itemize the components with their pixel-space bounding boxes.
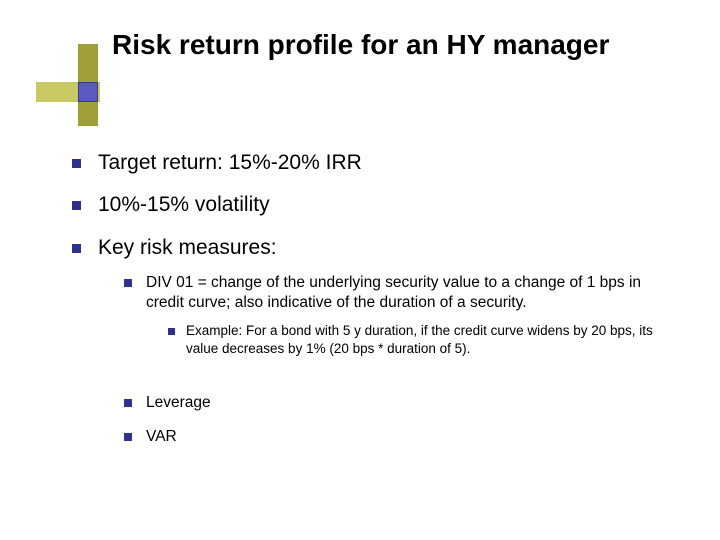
bullet-text: DIV 01 = change of the underlying securi… [146,274,641,311]
corner-square [78,82,98,102]
bullet-text: Example: For a bond with 5 y duration, i… [186,323,653,355]
corner-decoration [36,44,108,134]
bullet-list-level1: Target return: 15%-20% IRR 10%-15% volat… [72,150,672,447]
corner-bar-horizontal [36,82,100,102]
bullet-text: Leverage [146,394,211,411]
slide: Risk return profile for an HY manager Ta… [0,0,720,540]
bullet-item: Example: For a bond with 5 y duration, i… [168,322,672,357]
bullet-item: DIV 01 = change of the underlying securi… [124,273,672,379]
corner-bar-vertical [78,44,98,126]
spacer [146,369,672,379]
bullet-text: VAR [146,428,177,445]
slide-title: Risk return profile for an HY manager [112,28,672,61]
slide-body: Target return: 15%-20% IRR 10%-15% volat… [72,150,672,463]
bullet-list-level2: DIV 01 = change of the underlying securi… [124,273,672,447]
bullet-text: 10%-15% volatility [98,193,270,216]
bullet-item: VAR [124,427,672,447]
bullet-item: Target return: 15%-20% IRR [72,150,672,176]
bullet-text: Key risk measures: [98,236,277,259]
bullet-item: Key risk measures: DIV 01 = change of th… [72,235,672,447]
bullet-item: 10%-15% volatility [72,192,672,218]
bullet-item: Leverage [124,393,672,413]
bullet-list-level3: Example: For a bond with 5 y duration, i… [168,322,672,357]
bullet-text: Target return: 15%-20% IRR [98,151,362,174]
